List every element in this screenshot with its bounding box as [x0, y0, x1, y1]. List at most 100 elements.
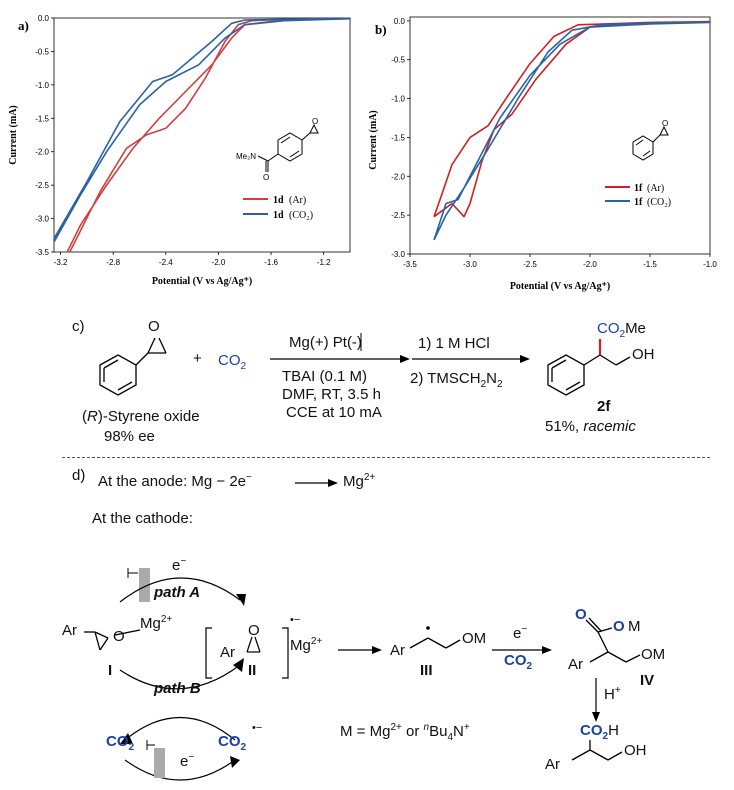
path-b-electron: e− [180, 752, 195, 770]
cpd-IV-ar: Ar [568, 656, 583, 673]
chart-b-xtick-label: -3.0 [463, 260, 477, 269]
cv-chart-a: a) 0.0-0.5-1.0-1.5-2.0-2.5-3.0-3.5 -3.2-… [8, 14, 351, 287]
scheme-d-mechanism [84, 479, 641, 781]
co2-radical: CO2 [218, 733, 247, 753]
cpd-I-label: I [108, 662, 113, 679]
scheme-c-label: c) [72, 318, 85, 335]
chart-b-xtick-label: -3.5 [403, 260, 417, 269]
chart-a-ytick-label: -2.5 [35, 181, 49, 190]
cathode-electrode-a [139, 568, 150, 602]
chart-b-xtick-label: -2.5 [523, 260, 537, 269]
chart-b-legend-co2-condition: (CO₂) [647, 197, 671, 208]
cpd-I-o: O [113, 628, 125, 645]
cpd-I-mg: Mg2+ [140, 614, 173, 632]
final-oh: OH [624, 742, 647, 759]
chart-a-plot-frame [53, 17, 351, 253]
chart-a-ytick-label: -0.5 [35, 47, 49, 56]
chart-b-xtick-label: -1.5 [643, 260, 657, 269]
path-a-electron: e− [172, 556, 187, 574]
chart-b-ytick-label: -2.5 [391, 211, 405, 220]
chart-a-legend-ar-compound: 1d [273, 195, 284, 206]
h-plus: H+ [604, 685, 621, 703]
final-co2h: CO2H [580, 722, 619, 742]
chart-b-xtick-label: -1.0 [703, 260, 717, 269]
cpd-IV-om: OM [641, 646, 666, 663]
chart-a-legend-co2-compound: 1d [273, 210, 284, 221]
cpd-II-o: O [248, 622, 260, 639]
chart-b-legend-ar-compound: 1f [634, 183, 643, 194]
chart-b-ylabel: Current (mA) [368, 110, 379, 170]
chart-b-ytick-label: -3.0 [391, 250, 405, 259]
cpd-IV-o: O [575, 606, 587, 623]
chart-a-ytick-label: -2.0 [35, 148, 49, 157]
molecule-1d-o-label: O [312, 117, 318, 126]
chart-a-legend-co2-condition: (CO₂) [289, 210, 313, 221]
chart-b-series [433, 20, 711, 241]
chart-a-ytick-label: -1.5 [35, 114, 49, 123]
chart-b-x-ticks: -3.5 -3.0 -2.5 -2.0 -1.5 -1.0 [403, 254, 717, 269]
cpd-II-radical: •− [290, 614, 301, 626]
scheme-c-step-2: 2) TMSCH2N2 [410, 370, 503, 390]
starting-material-name: (R)-Styrene oxide [82, 408, 200, 425]
scheme-c-electrodes: Mg(+) Pt(-) [289, 334, 362, 351]
cpd-III-label: III [420, 662, 433, 679]
m-definition: M = Mg2+ or nBu4N+ [340, 722, 470, 743]
cpd-IV-label: IV [640, 672, 655, 689]
cv-chart-b: b) 0.0-0.5-1.0-1.5-2.0-2.5-3.0 -3.5 -3.0-… [368, 16, 717, 292]
chart-b-series-1 [433, 21, 711, 241]
chart-a-ytick-label: -1.0 [35, 81, 49, 90]
molecule-1d-me2n: Me₂N [236, 152, 256, 161]
cathode-heading: At the cathode: [92, 510, 193, 527]
chart-a-xtick-label: -1.6 [264, 258, 278, 267]
final-ar: Ar [545, 756, 560, 773]
scheme-d-label: d) [72, 467, 86, 484]
cpd-IV-o2: O [613, 618, 625, 635]
scheme-c-plus: + [193, 350, 202, 367]
epoxide-o: O [148, 318, 160, 335]
molecule-1d-amide-o: O [263, 173, 269, 182]
section-divider [62, 457, 710, 458]
path-b-label: path B [154, 680, 201, 697]
molecule-1f-structure [632, 125, 669, 161]
anode-product: Mg2+ [343, 472, 376, 490]
chart-a-xtick-label: -2.0 [212, 258, 226, 267]
chart-a-series-1 [53, 17, 351, 243]
scheme-c-condition-3: CCE at 10 mA [286, 404, 382, 421]
product-co2me: CO2Me [597, 320, 646, 340]
cathode-electrode-b [154, 748, 165, 778]
chart-b-ytick-label: 0.0 [394, 17, 406, 26]
co2-left: CO2 [106, 733, 135, 753]
cpd-II-ar: Ar [220, 644, 235, 661]
chart-a-ytick-label: 0.0 [38, 14, 50, 23]
product-id: 2f [597, 398, 611, 415]
chart-a-ylabel: Current (mA) [8, 105, 19, 165]
chart-a-xtick-label: -3.2 [54, 258, 68, 267]
chart-a-series [53, 17, 351, 253]
product-yield: 51%, racemic [545, 418, 636, 435]
cpd-IV-m: M [628, 618, 641, 635]
starting-material-ee: 98% ee [104, 428, 155, 445]
chart-b-ytick-label: -1.0 [391, 95, 405, 104]
product-oh: OH [632, 346, 655, 363]
chart-b-ytick-label: -2.0 [391, 172, 405, 181]
chart-a-ytick-label: -3.0 [35, 215, 49, 224]
step-electron: e− [513, 624, 528, 642]
chart-a-legend-ar-condition: (Ar) [289, 195, 306, 206]
anode-equation: At the anode: Mg − 2e− [98, 472, 252, 490]
scheme-c-structures [99, 333, 631, 396]
chart-b-xtick-label: -2.0 [583, 260, 597, 269]
chart-a-x-ticks: -3.2 -2.8 -2.4 -2.0 -1.6 -1.2 [54, 252, 331, 267]
chart-b-ytick-label: -0.5 [391, 56, 405, 65]
cpd-I-ar: Ar [62, 622, 77, 639]
chart-b-panel-label: b) [375, 22, 387, 37]
chart-b-legend-co2-compound: 1f [634, 197, 643, 208]
scheme-c-step-1: 1) 1 M HCl [418, 335, 490, 352]
chart-b-ytick-label: -1.5 [391, 133, 405, 142]
chart-a-xtick-label: -2.8 [106, 258, 120, 267]
molecule-1d-structure [257, 123, 319, 172]
scheme-c-condition-2: DMF, RT, 3.5 h [282, 386, 381, 403]
path-a-label: path A [154, 584, 201, 601]
chart-a-xtick-label: -1.2 [317, 258, 331, 267]
chart-b-legend-ar-condition: (Ar) [647, 183, 664, 194]
scheme-c-condition-1: TBAI (0.1 M) [282, 368, 368, 385]
